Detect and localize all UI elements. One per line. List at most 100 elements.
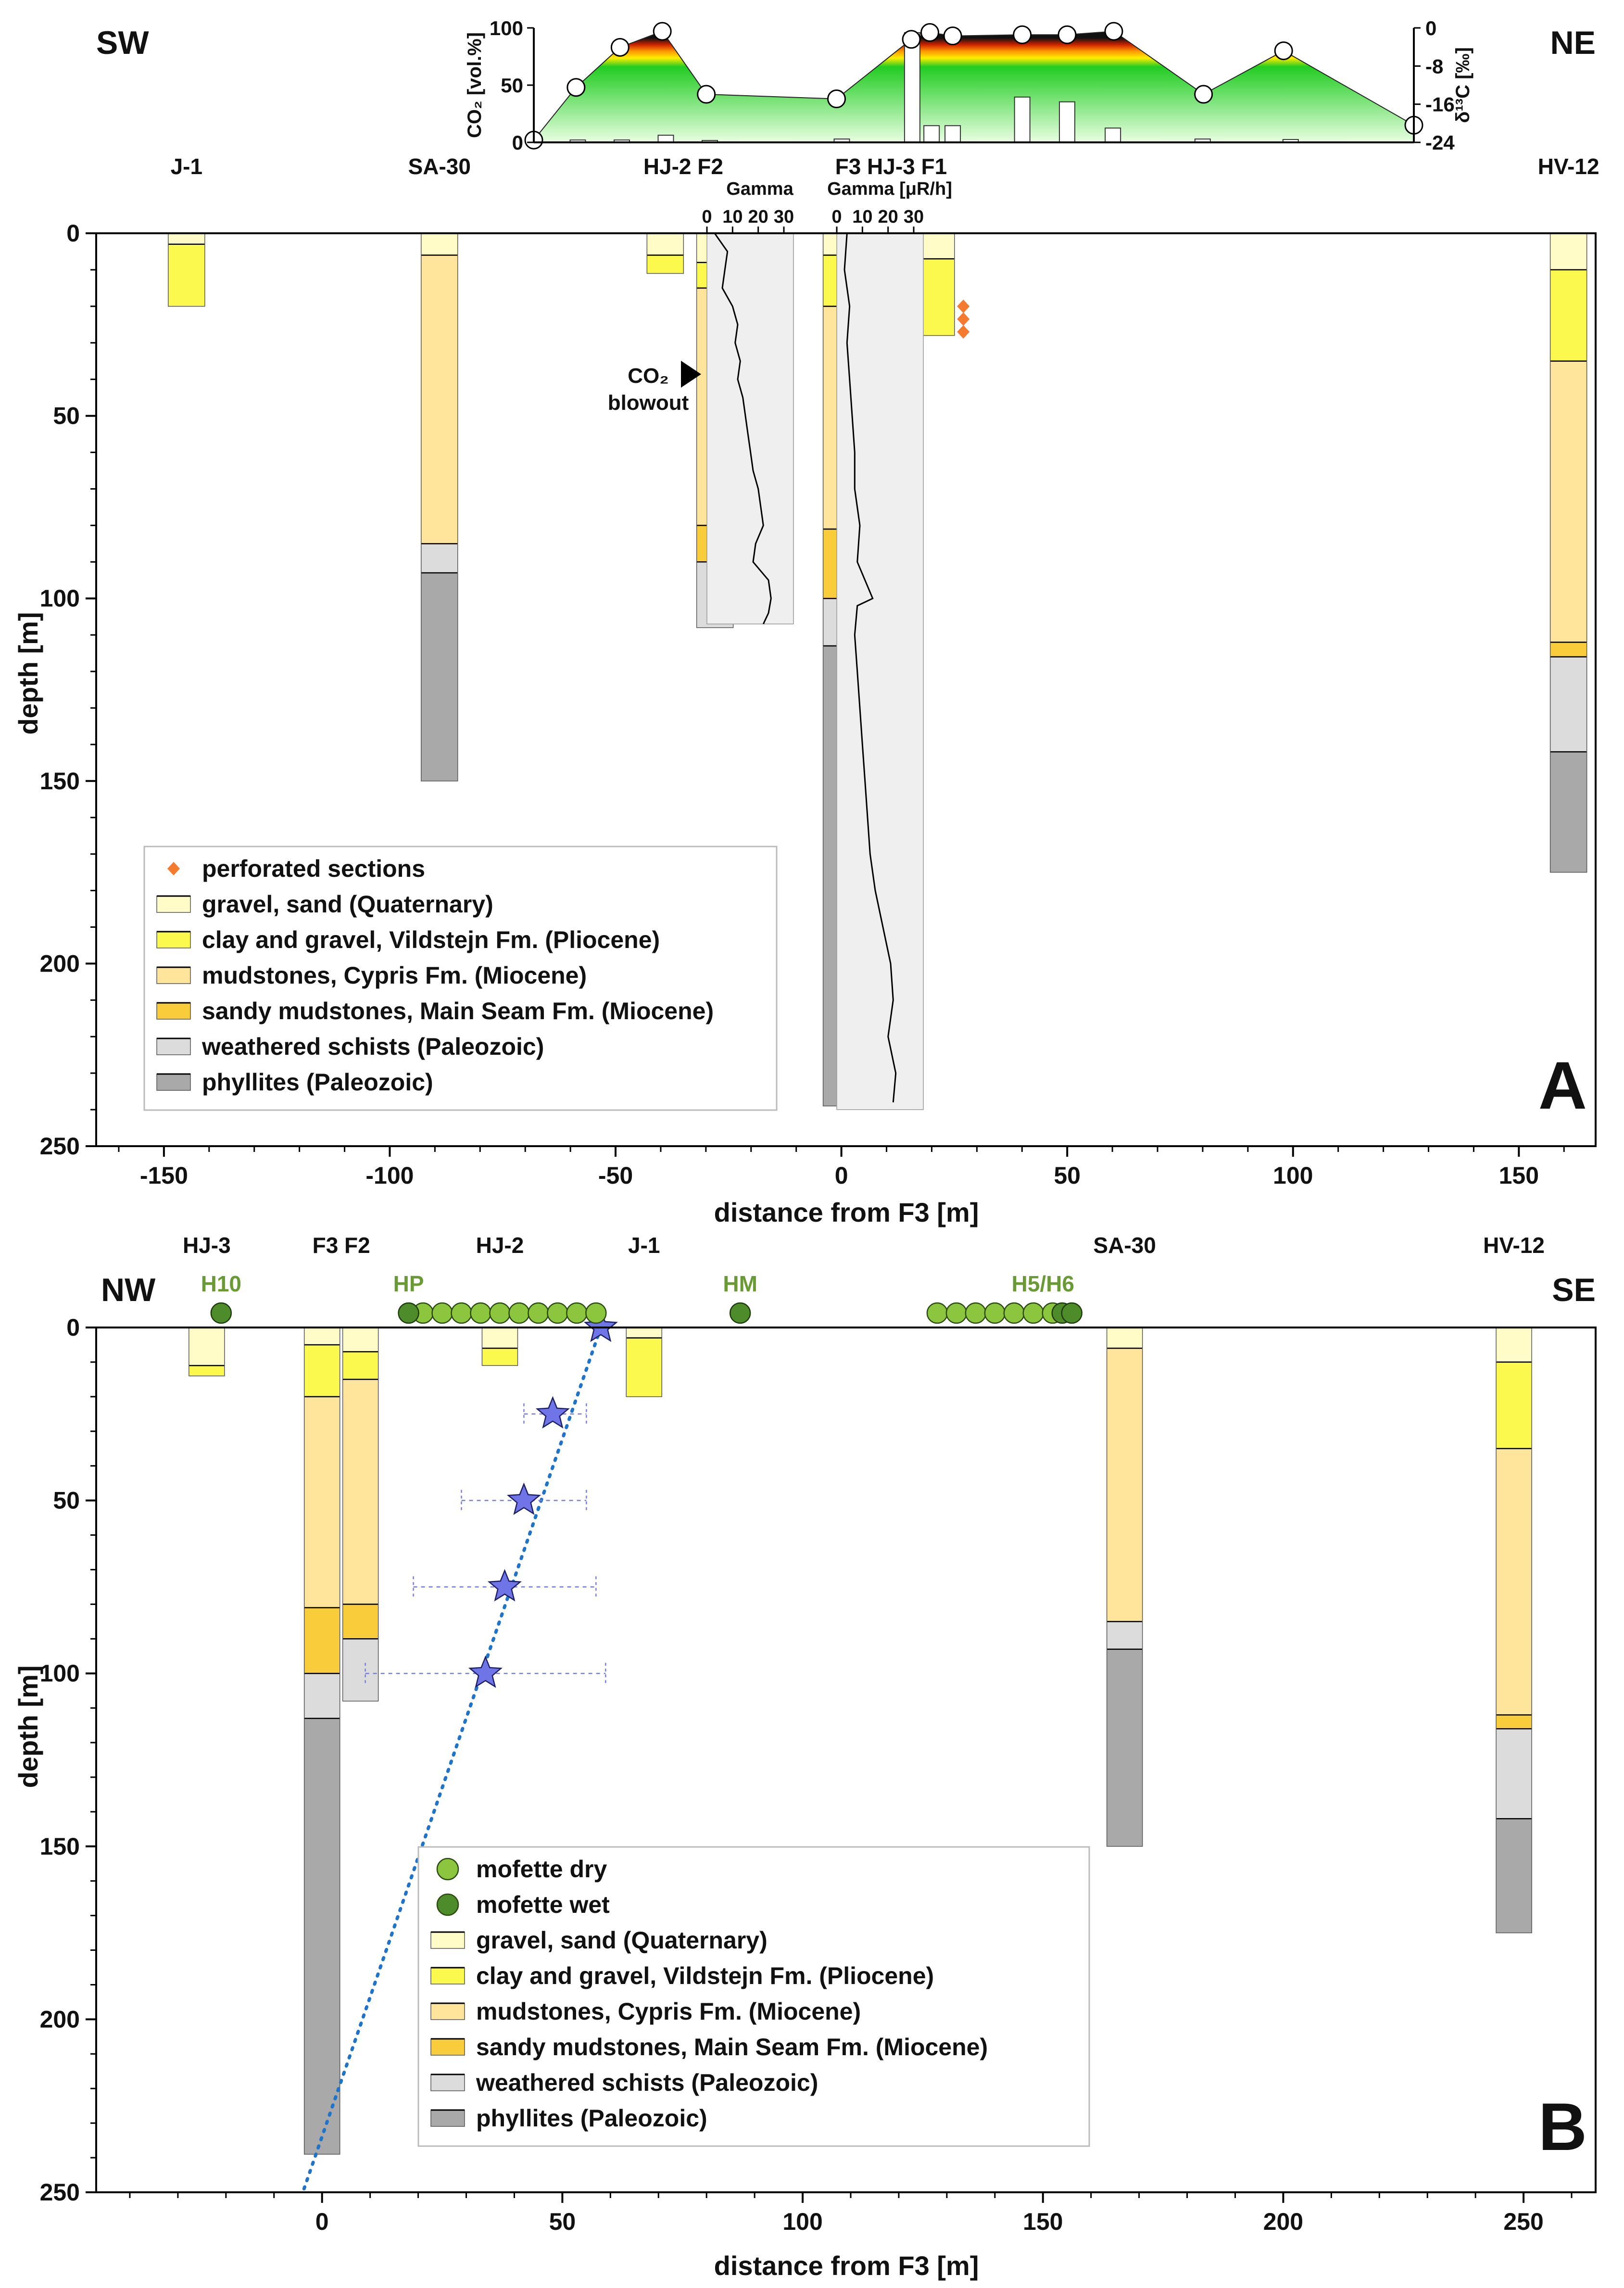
legend-label: gravel, sand (Quaternary) [476, 1927, 768, 1954]
y-tick-label: 100 [40, 1660, 80, 1687]
y-tick-label: 150 [40, 1833, 80, 1860]
depth-star-marker [506, 1482, 541, 1515]
well-layer-sa-30-weathered [421, 544, 458, 573]
mofette-dry-marker [1003, 1302, 1025, 1324]
well-layer-j-1-pliocene [168, 244, 205, 306]
legend-label: phyllites (Paleozoic) [202, 1069, 433, 1096]
mofette-dry-marker [451, 1302, 472, 1324]
d13c-bar [1014, 96, 1031, 143]
panel-b-direction-right: SE [1552, 1272, 1596, 1308]
panel-a-direction-right: NE [1550, 25, 1596, 61]
mofette-wet-marker [729, 1302, 751, 1324]
well-label: HV-12 [1483, 1233, 1545, 1258]
perforation-marker [957, 325, 970, 339]
well-layer-sa-30-quaternary [421, 233, 458, 255]
gamma-log-title: Gamma [μR/h] [827, 179, 952, 199]
gamma-scale-label: 30 [774, 207, 794, 227]
co2-point [653, 22, 672, 41]
panel-b-axes: 0 50 100 150 200 250 0 50 100 150 200 250 [40, 1314, 1573, 2235]
well-layer-hj-2-pliocene [482, 1348, 518, 1366]
well-layer-sa-30-quaternary [1107, 1327, 1143, 1349]
legend-label: gravel, sand (Quaternary) [202, 891, 493, 918]
x-tick-label: 150 [1499, 1162, 1539, 1189]
panel-a-x-axis-label: distance from F3 [m] [714, 1197, 979, 1227]
well-layer-sa-30-cypris [1107, 1348, 1143, 1622]
legend-swatch [156, 967, 191, 984]
site-label: HM [723, 1271, 757, 1296]
legend-swatch [430, 2074, 465, 2091]
legend-box [417, 1846, 1090, 2147]
site-label: H10 [201, 1271, 241, 1296]
d13c-bar [1105, 127, 1121, 143]
depth-star-marker [468, 1655, 503, 1688]
y-tick-label: 100 [40, 585, 80, 612]
well-layer-sa-30-phyllite [421, 573, 458, 781]
x-tick-label: 50 [1054, 1162, 1081, 1189]
mofette-wet-marker [1061, 1302, 1083, 1324]
gamma-scale-label: 10 [722, 207, 743, 227]
co2-point [697, 85, 716, 104]
depth-star-marker [583, 1309, 618, 1342]
co2-point [567, 78, 586, 97]
mofette-dry-marker [508, 1302, 530, 1324]
legend-swatch [156, 931, 191, 948]
d13c-axis-label: δ¹³C [‰] [1452, 47, 1473, 123]
well-layer-f2-cypris [342, 1379, 378, 1605]
panel-b-legend: mofette dry mofette wet gravel, sand (Quat… [417, 1846, 1090, 2147]
legend-swatch [430, 2110, 465, 2127]
gamma-log-background [706, 233, 794, 625]
well-layer-sa-30-weathered [1107, 1621, 1143, 1649]
x-tick-label: 100 [782, 2208, 822, 2235]
co2-blowout-label-line1: CO₂ [628, 364, 669, 388]
panel-b-columns [189, 1327, 1532, 2155]
well-layer-sa-30-phyllite [1107, 1649, 1143, 1846]
well-layer-hv-12-weathered [1550, 657, 1587, 752]
gamma-scale-label: 0 [831, 207, 842, 227]
well-layer-f3-pliocene [304, 1344, 340, 1397]
well-layer-hj-2-quaternary [482, 1327, 518, 1349]
well-layer-f2-quaternary [342, 1327, 378, 1352]
well-layer-hv-12-quaternary [1550, 233, 1587, 270]
legend-label: weathered schists (Paleozoic) [201, 1033, 544, 1060]
legend-label: mofette dry [476, 1856, 607, 1883]
well-layer-f3-quaternary [304, 1327, 340, 1345]
well-layer-hv-12-phyllite [1550, 752, 1587, 872]
well-label: J-1 [171, 154, 202, 179]
panel-b-direction-left: NW [101, 1272, 156, 1308]
legend-perforation-symbol [167, 862, 180, 875]
well-layer-f3-weathered [304, 1673, 340, 1719]
depth-star-marker [535, 1396, 570, 1428]
y-tick-label: 250 [40, 2179, 80, 2206]
mofette-wet-marker [398, 1302, 419, 1324]
legend-swatch [430, 1932, 465, 1949]
well-layer-f3-mainseam [304, 1607, 340, 1674]
y-tick-label: 250 [40, 1133, 80, 1160]
panel-b: 0 50 100 150 200 250 0 50 100 150 200 250 HJ-3 F3 F2… [13, 1233, 1597, 2281]
well-layer-hj-2-pliocene [647, 255, 684, 274]
legend-swatch [430, 2003, 465, 2020]
well-layer-hv-12-mainseam [1496, 1715, 1532, 1729]
panel-a-direction-left: SW [96, 25, 149, 61]
co2-tick-label: 50 [501, 74, 523, 97]
well-label: F3 F2 [313, 1233, 370, 1258]
legend-label: perforated sections [202, 855, 425, 882]
well-layer-j-1-quaternary [626, 1327, 662, 1338]
gamma-log-background [836, 233, 924, 1110]
d13c-bar [944, 125, 961, 143]
panel-b-site-labels: H10 HP HM H5/H6 [201, 1271, 1074, 1296]
well-layer-f2-mainseam [342, 1604, 378, 1639]
d13c-tick-label: -8 [1425, 55, 1443, 77]
mofette-dry-marker [984, 1302, 1006, 1324]
legend-label: mudstones, Cypris Fm. (Miocene) [476, 1998, 861, 2025]
perforation-marker [957, 312, 970, 326]
mofette-dry-marker [547, 1302, 568, 1324]
x-tick-label: 150 [1023, 2208, 1063, 2235]
panel-b-plot-frame [95, 1327, 1597, 2193]
legend-label: sandy mudstones, Main Seam Fm. (Miocene) [202, 998, 714, 1024]
well-layer-j-1-quaternary [168, 233, 205, 244]
legend-label: clay and gravel, Vildstejn Fm. (Pliocene… [476, 1962, 934, 1989]
well-layer-f2-pliocene [342, 1352, 378, 1379]
perforation-marker [957, 299, 970, 313]
mofette-dry-marker [528, 1302, 549, 1324]
